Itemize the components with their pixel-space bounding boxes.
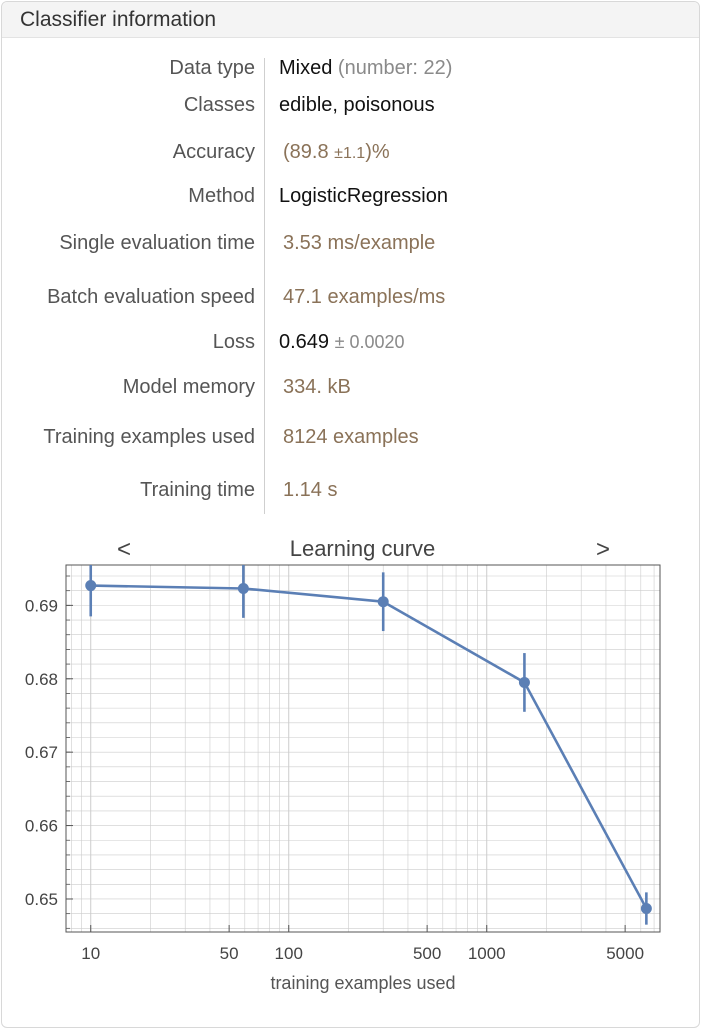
y-tick-label: 0.67: [25, 743, 58, 762]
data-point: [640, 903, 652, 915]
accuracy-value[interactable]: (89.8 ±1.1)%: [283, 141, 390, 164]
accuracy-error: 1.1: [342, 145, 366, 162]
examples-label: Training examples used: [43, 426, 255, 448]
x-tick-label: 100: [275, 944, 303, 963]
x-tick-label: 50: [220, 944, 239, 963]
accuracy-open: (89.8: [283, 141, 329, 163]
batch-eval-value[interactable]: 47.1 examples/ms: [283, 286, 446, 308]
single-eval-label: Single evaluation time: [59, 232, 255, 254]
panel-header: [2, 2, 699, 38]
time-value[interactable]: 1.14 s: [283, 479, 338, 501]
memory-value[interactable]: 334. kB: [283, 376, 351, 398]
data-type-detail: (number: 22): [337, 57, 453, 79]
accuracy-pm: ±: [334, 145, 343, 162]
time-label: Training time: [140, 479, 255, 501]
loss-label: Loss: [212, 331, 255, 353]
accuracy-close: )%: [365, 141, 390, 163]
y-tick-label: 0.66: [25, 817, 58, 836]
x-tick-label: 10: [81, 944, 100, 963]
chart-title: Learning curve: [289, 536, 436, 561]
panel-title: Classifier information: [20, 8, 217, 31]
method-value: LogisticRegression: [279, 185, 448, 207]
next-chart-button[interactable]: >: [596, 536, 611, 563]
y-tick-label: 0.68: [25, 670, 58, 689]
data-point: [377, 596, 389, 608]
column-divider: [264, 58, 265, 514]
data-type-main: Mixed: [279, 57, 333, 79]
loss-error: ± 0.0020: [334, 332, 405, 352]
y-tick-label: 0.65: [25, 890, 58, 909]
x-tick-label: 1000: [468, 944, 506, 963]
batch-eval-label: Batch evaluation speed: [47, 286, 255, 308]
data-point: [237, 582, 249, 594]
x-tick-label: 5000: [606, 944, 644, 963]
loss-main: 0.649: [279, 331, 330, 353]
examples-value[interactable]: 8124 examples: [283, 426, 419, 448]
accuracy-label: Accuracy: [172, 141, 255, 163]
data-type-label: Data type: [169, 57, 255, 79]
data-point: [85, 580, 97, 592]
y-tick-label: 0.69: [25, 596, 58, 615]
prev-chart-button[interactable]: <: [117, 536, 132, 563]
memory-label: Model memory: [122, 376, 255, 398]
single-eval-value[interactable]: 3.53 ms/example: [283, 232, 436, 254]
loss-value: 0.649 ± 0.0020: [279, 331, 405, 354]
x-axis-label: training examples used: [270, 973, 455, 993]
plot-frame: [65, 564, 661, 933]
x-tick-label: 500: [413, 944, 441, 963]
data-point: [518, 676, 530, 688]
data-type-value: Mixed (number: 22): [279, 57, 452, 80]
classes-label: Classes: [183, 94, 255, 116]
method-label: Method: [188, 185, 255, 207]
classes-value: edible, poisonous: [279, 94, 435, 116]
